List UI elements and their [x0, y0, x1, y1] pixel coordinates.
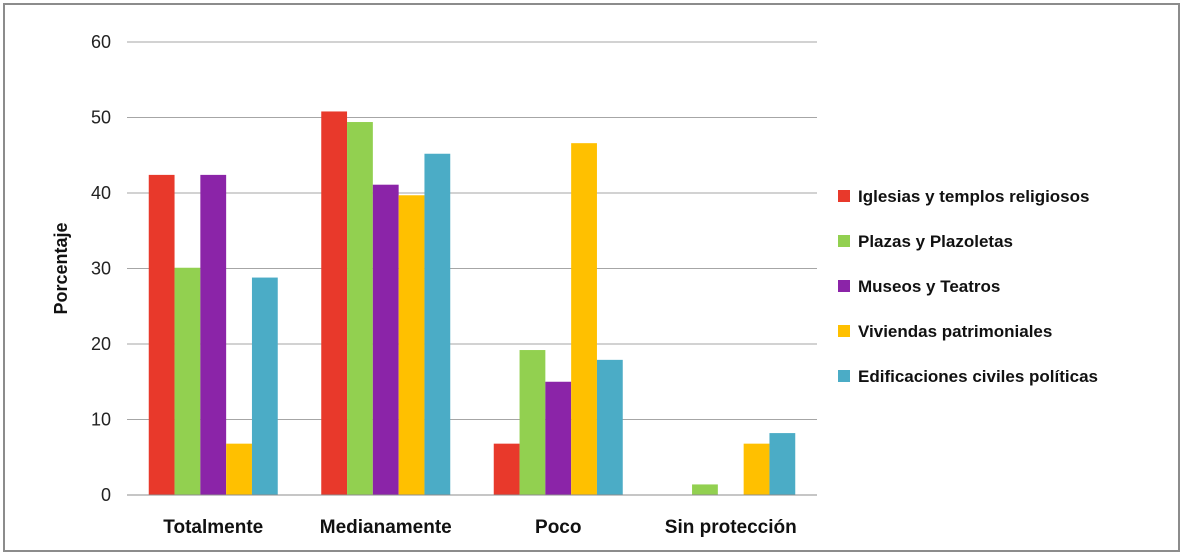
- bar: [545, 381, 572, 495]
- x-category-label: Sin protección: [665, 517, 797, 538]
- y-tick-label: 0: [101, 485, 111, 505]
- bar: [743, 443, 770, 495]
- legend-entry: Iglesias y templos religiosos: [858, 187, 1089, 206]
- bar: [398, 195, 425, 495]
- legend-swatch: [838, 235, 850, 247]
- bar: [200, 174, 227, 495]
- y-tick-label: 20: [91, 334, 111, 354]
- legend-entry: Viviendas patrimoniales: [858, 322, 1052, 341]
- y-tick-label: 60: [91, 32, 111, 52]
- y-tick-label: 40: [91, 183, 111, 203]
- bar: [493, 443, 520, 495]
- bar: [321, 111, 348, 496]
- legend-swatch: [838, 280, 850, 292]
- bar: [251, 277, 278, 495]
- y-tick-label: 10: [91, 410, 111, 430]
- legend-entry: Museos y Teatros: [858, 277, 1000, 296]
- bar: [596, 359, 623, 495]
- legend-swatch: [838, 190, 850, 202]
- x-category-label: Poco: [535, 517, 581, 538]
- bar: [372, 184, 399, 495]
- bar: [347, 122, 373, 495]
- bar: [769, 433, 796, 495]
- chart-border: [3, 3, 1180, 552]
- legend-swatch: [838, 325, 850, 337]
- gridlines: [127, 41, 817, 420]
- bar: [226, 443, 252, 495]
- legend-swatch: [838, 370, 850, 382]
- x-category-label: Totalmente: [163, 517, 263, 538]
- y-tick-label: 30: [91, 259, 111, 279]
- bar: [148, 174, 175, 495]
- legend-entry: Edificaciones civiles políticas: [858, 367, 1098, 386]
- bar: [519, 350, 546, 495]
- x-category-label: Medianamente: [320, 517, 452, 538]
- bar: [174, 267, 201, 495]
- y-tick-label: 50: [91, 108, 111, 128]
- y-axis-label: Porcentaje: [51, 222, 71, 314]
- bar: [571, 143, 597, 496]
- bars: [148, 111, 796, 496]
- bar: [424, 153, 451, 496]
- legend-entry: Plazas y Plazoletas: [858, 232, 1013, 251]
- legend: Iglesias y templos religiosos Plazas y Pl…: [838, 187, 1098, 386]
- y-tick-labels: 0 10 20 30 40 50 60: [91, 32, 111, 505]
- bar: [692, 484, 718, 495]
- x-category-labels: Totalmente Medianamente Poco Sin protección: [163, 517, 796, 538]
